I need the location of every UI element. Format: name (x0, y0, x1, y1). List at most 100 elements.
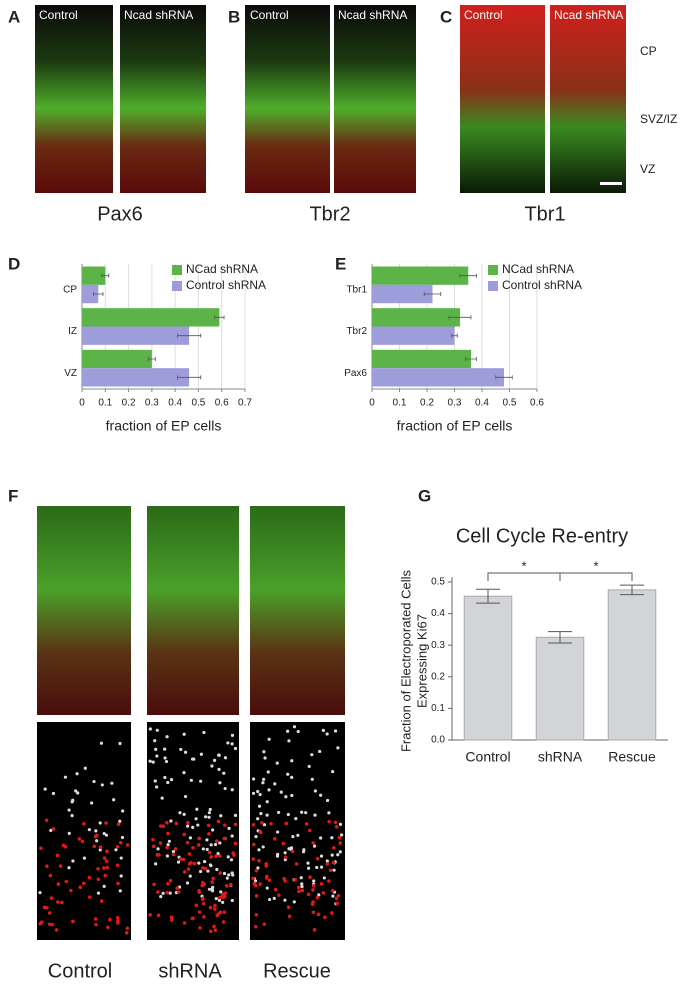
bar (372, 349, 471, 369)
cell-dot (63, 775, 68, 779)
cell-dot (258, 829, 263, 834)
cell-dot (321, 891, 326, 895)
cell-dot (207, 850, 212, 855)
x-tick-label: 0 (79, 398, 85, 409)
cell-dot (272, 837, 277, 841)
cell-dot (175, 886, 179, 890)
cell-dot (49, 828, 53, 832)
cell-dot (164, 759, 169, 764)
micrograph (550, 5, 626, 193)
cell-dot (325, 732, 329, 736)
cell-dot (215, 867, 219, 872)
cell-dot (47, 922, 52, 927)
cell-dot (276, 830, 280, 834)
cell-dot (45, 864, 49, 869)
cell-dot (192, 861, 197, 866)
micrograph (120, 5, 206, 193)
cell-dot (213, 903, 217, 908)
cell-dot (211, 828, 215, 832)
cell-dot (276, 852, 280, 856)
cell-dot (115, 844, 120, 849)
cell-dot (330, 888, 335, 893)
cell-dot (312, 879, 316, 883)
cell-dot (189, 778, 193, 782)
cell-dot (118, 741, 122, 746)
cell-dot (94, 829, 98, 833)
cell-dot (154, 747, 158, 751)
cell-dot (206, 869, 210, 873)
cell-dot (202, 730, 206, 735)
cell-dot (254, 913, 259, 917)
cell-dot (198, 926, 202, 930)
caption: shRNA (158, 960, 222, 982)
cell-dot (108, 917, 112, 922)
image-label: Ncad shRNA (554, 8, 623, 22)
cell-dot (124, 930, 129, 935)
x-tick-label: 0.1 (98, 398, 112, 409)
cell-dot (43, 787, 47, 791)
cell-dot (121, 809, 125, 813)
cell-dot (94, 833, 99, 838)
cell-dot (217, 753, 221, 757)
cell-dot (307, 828, 312, 833)
cell-dot (257, 804, 262, 808)
cell-dot (254, 894, 259, 898)
y-tick-label: Pax6 (344, 368, 367, 379)
cell-dot (313, 813, 317, 817)
cell-dot (82, 822, 86, 826)
cell-dot (338, 850, 342, 854)
cell-dot (94, 922, 98, 927)
cell-dot (92, 779, 96, 784)
x-tick-label: 0.7 (238, 398, 252, 409)
cell-dot (165, 845, 169, 850)
cell-dot (284, 821, 289, 826)
cell-dot (221, 900, 225, 904)
cell-dot (119, 840, 123, 845)
cell-dot (290, 775, 294, 779)
cell-dot (55, 853, 60, 858)
error-bar (93, 292, 104, 296)
cell-dot (300, 882, 304, 886)
cell-dot (51, 827, 56, 831)
cell-dot (284, 795, 288, 799)
cell-dot (90, 801, 94, 805)
significance-label: * (593, 558, 598, 573)
cell-dot (199, 752, 203, 756)
cell-dot (74, 789, 78, 793)
cell-dot (261, 845, 265, 849)
cell-dot (283, 855, 288, 859)
cell-dot (185, 881, 190, 885)
cell-dot (323, 915, 327, 920)
cell-dot (171, 852, 176, 857)
cell-dot (178, 811, 182, 815)
cell-dot (258, 792, 262, 797)
cell-dot (265, 874, 269, 879)
cell-dot (112, 798, 116, 802)
chart-title: Cell Cycle Re-entry (456, 525, 628, 547)
cell-dot (222, 823, 227, 827)
cell-dot (116, 881, 120, 886)
cell-dot (148, 913, 152, 917)
cell-dot (155, 785, 159, 789)
x-tick-label: 0.1 (393, 398, 407, 409)
cell-dot (197, 910, 202, 914)
cell-dot (165, 735, 169, 739)
cell-dot (214, 839, 219, 843)
cell-dot (51, 791, 56, 796)
cell-dot (230, 742, 234, 746)
layer-label: SVZ/IZ (640, 112, 677, 126)
cell-dot (317, 893, 321, 897)
cell-dot (179, 747, 183, 752)
cell-dot (159, 895, 163, 899)
cell-dot (218, 871, 222, 875)
cell-dot (267, 737, 271, 741)
cell-dot (233, 746, 238, 751)
cell-dot (210, 764, 214, 768)
cell-dot (69, 888, 73, 893)
cell-dot (70, 800, 74, 804)
cell-dot (191, 825, 195, 829)
cell-dot (93, 917, 98, 921)
cell-dot (40, 920, 44, 924)
cell-dot (265, 813, 269, 817)
cell-dot (262, 750, 266, 754)
